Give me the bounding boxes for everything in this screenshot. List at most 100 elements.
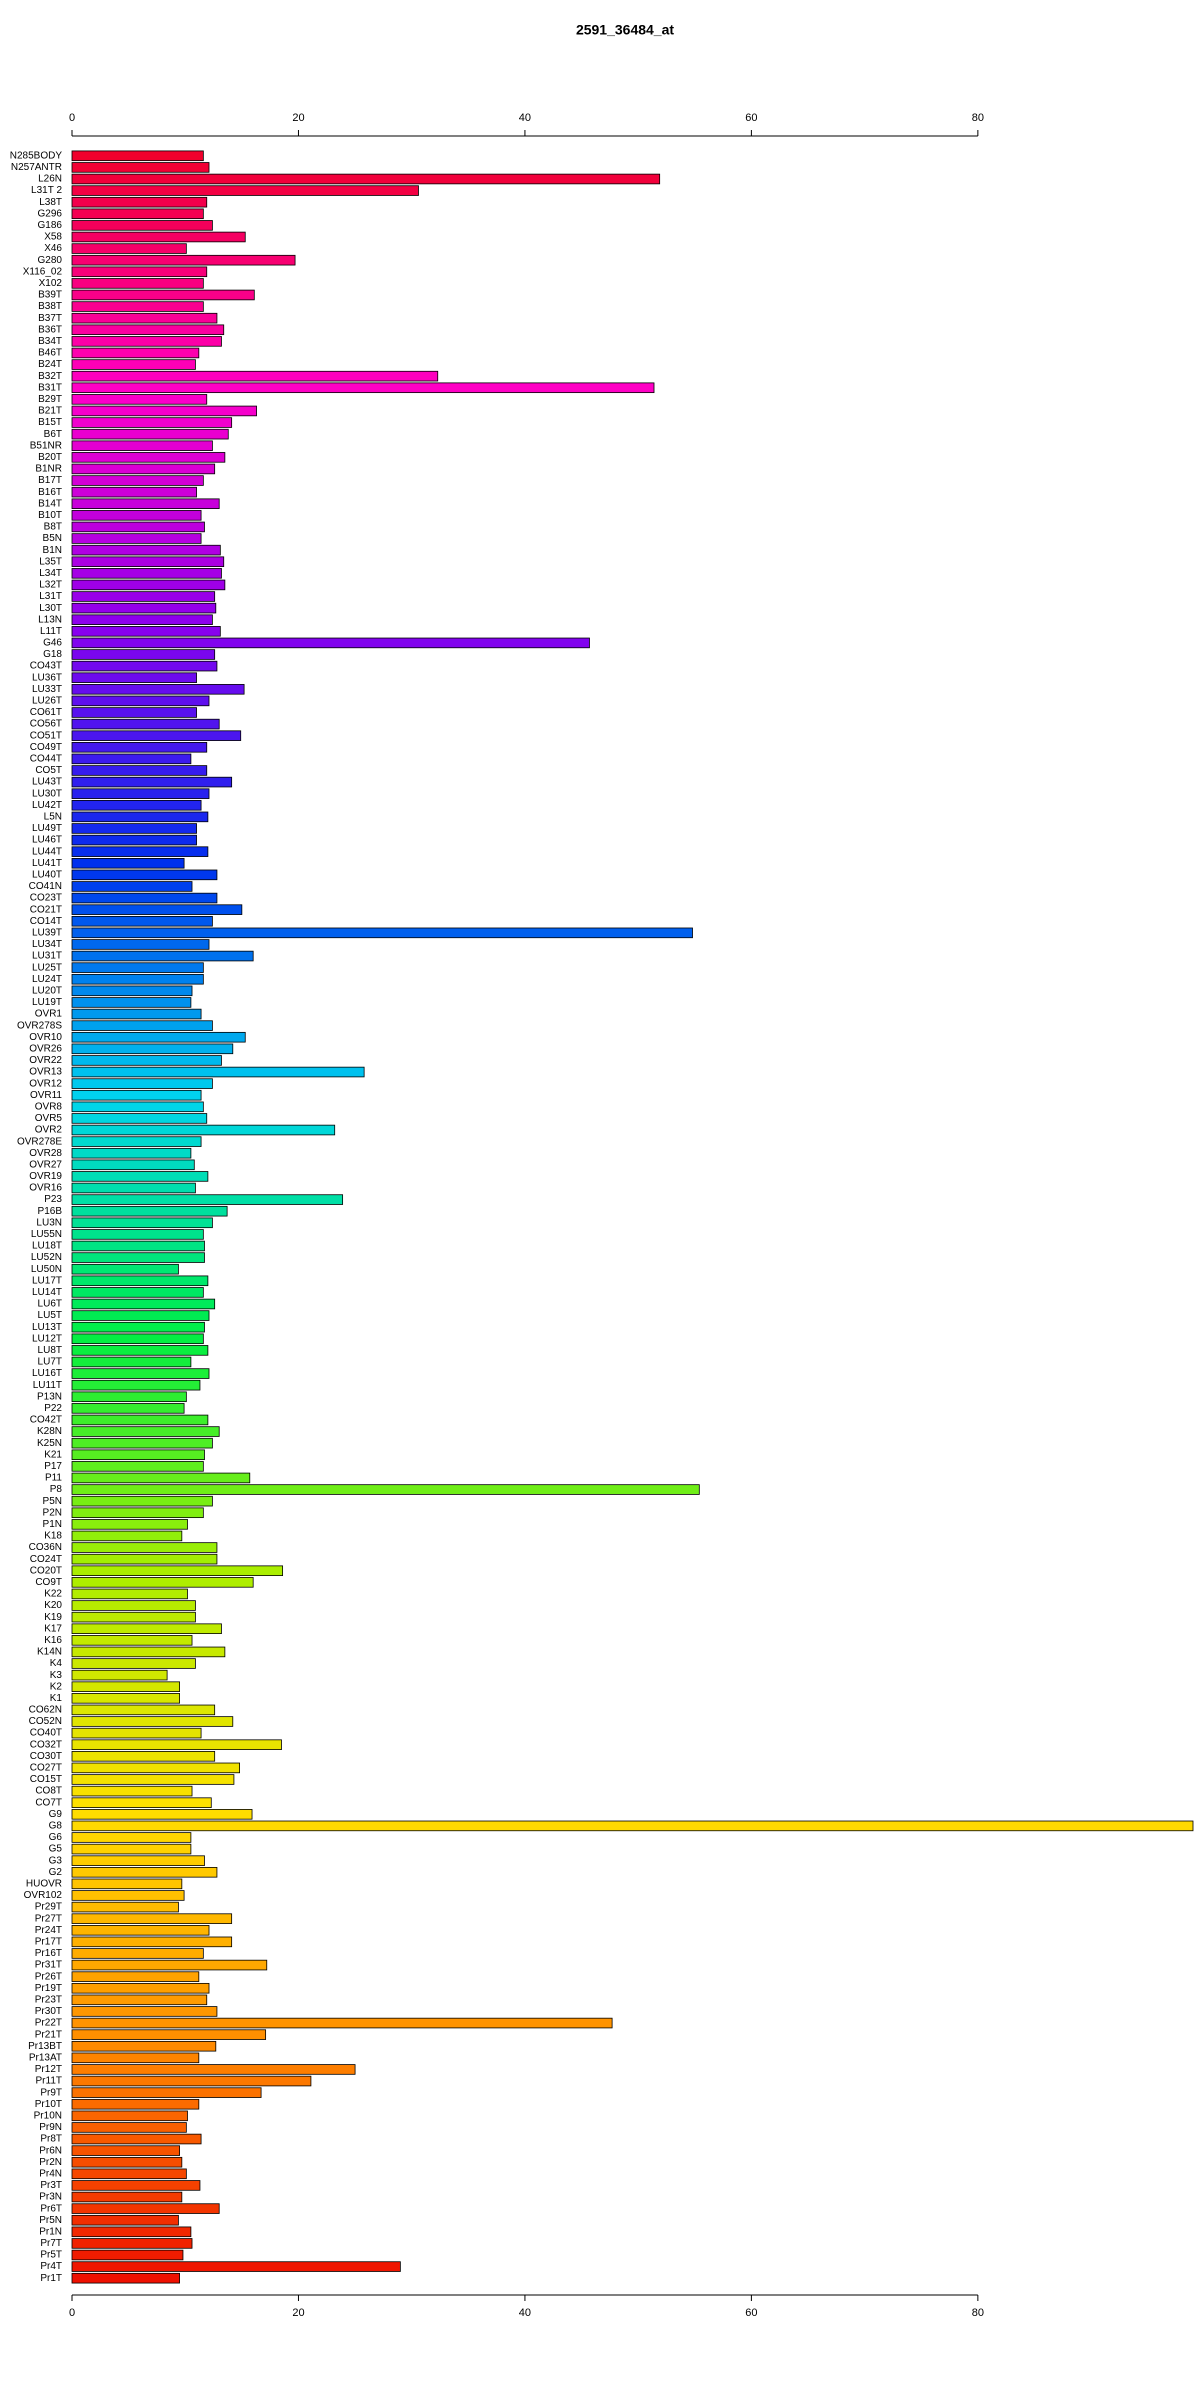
y-tick-label: K17 [44, 1623, 62, 1634]
bar [71, 1252, 205, 1263]
y-tick-label: Pr2N [39, 2157, 62, 2168]
y-tick-label: LU42T [32, 800, 62, 811]
bar [71, 1588, 188, 1600]
y-tick-label: OVR278E [17, 1136, 62, 1147]
y-tick-label: L35T [39, 556, 62, 567]
y-tick-label: CO9T [35, 1577, 62, 1588]
y-tick-label: OVR10 [29, 1032, 62, 1043]
y-tick-label: Pr23T [35, 1994, 62, 2005]
bar [71, 1031, 246, 1043]
bar [71, 1774, 235, 1785]
bar [71, 301, 204, 312]
bar [71, 2145, 180, 2156]
bar [71, 1785, 193, 1797]
bar [71, 2168, 187, 2180]
y-tick-label: LU17T [32, 1275, 62, 1286]
bar [71, 1449, 205, 1461]
bar [71, 2272, 180, 2284]
bar [71, 266, 208, 278]
y-tick-label: Pr11T [36, 2076, 63, 2087]
y-tick-label: Pr31T [35, 1960, 62, 1971]
bar [71, 707, 197, 718]
y-tick-label: OVR13 [29, 1067, 62, 1078]
bar [71, 1159, 195, 1171]
y-tick-label: OVR19 [29, 1171, 62, 1182]
y-tick-label: LU46T [32, 835, 62, 846]
bar [71, 2029, 267, 2040]
bar [71, 2261, 401, 2272]
y-tick-label: LU6T [38, 1299, 62, 1310]
y-tick-label: G5 [49, 1844, 63, 1855]
bar [71, 1519, 188, 1530]
bar [71, 1553, 218, 1565]
bar [71, 1136, 202, 1147]
y-tick-label: K19 [44, 1612, 62, 1623]
y-tick-label: OVR28 [29, 1148, 62, 1159]
bar [71, 278, 204, 289]
y-tick-label: L34T [39, 568, 62, 579]
bar [71, 1681, 180, 1692]
bar [71, 753, 192, 765]
y-tick-label: Pr8T [40, 2134, 62, 2145]
bar [71, 915, 213, 927]
bar [71, 1971, 200, 1982]
bar [71, 1739, 282, 1750]
bar [71, 196, 208, 208]
y-tick-label: Pr16T [35, 1948, 62, 1959]
bar [71, 892, 218, 904]
x-tick-label: 0 [69, 2307, 75, 2319]
y-tick-label: B17T [38, 475, 62, 486]
y-tick-label: CO41N [29, 881, 62, 892]
y-tick-label: CO44T [30, 754, 62, 765]
y-tick-label: Pr17T [35, 1937, 62, 1948]
y-tick-label: CO43T [30, 661, 62, 672]
y-tick-label: Pr27T [35, 1913, 62, 1924]
y-tick-label: LU13T [32, 1322, 62, 1333]
bar [71, 475, 204, 486]
y-tick-label: B36T [38, 324, 62, 335]
bar [71, 1727, 202, 1739]
y-tick-label: LU36T [32, 672, 62, 683]
y-tick-label: LU34T [32, 939, 62, 950]
bar [71, 1507, 204, 1519]
bar [71, 486, 197, 498]
bar [71, 1426, 220, 1437]
bar [71, 637, 590, 649]
bar [71, 2122, 187, 2133]
bar [71, 1171, 209, 1182]
y-tick-label: CO51T [30, 730, 62, 741]
y-tick-label: HUOVR [26, 1879, 62, 1890]
bar [71, 243, 187, 254]
y-tick-label: LU16T [32, 1368, 62, 1379]
bar [71, 1623, 222, 1634]
y-tick-label: B34T [38, 336, 62, 347]
y-tick-label: LU11T [33, 1380, 62, 1391]
y-tick-label: LU43T [32, 777, 62, 788]
x-tick-label: 80 [972, 2307, 984, 2319]
y-tick-label: LU39T [32, 927, 62, 938]
y-tick-label: OVR12 [29, 1078, 62, 1089]
y-tick-label: X102 [39, 278, 63, 289]
y-tick-label: CO42T [30, 1415, 62, 1426]
y-tick-label: CO40T [30, 1728, 62, 1739]
bar [71, 1391, 187, 1403]
y-tick-label: X46 [44, 243, 62, 254]
y-tick-label: Pr21T [35, 2029, 62, 2040]
bar [71, 162, 210, 173]
y-tick-label: G186 [38, 220, 63, 231]
y-tick-label: P8 [50, 1484, 63, 1495]
y-tick-label: CO30T [30, 1751, 62, 1762]
y-tick-label: K25N [37, 1438, 62, 1449]
y-tick-label: X58 [44, 232, 62, 243]
bar [71, 2191, 183, 2203]
bar [71, 382, 655, 394]
y-tick-label: LU14T [32, 1287, 62, 1298]
bar [71, 1530, 183, 1542]
bar [71, 1484, 700, 1495]
y-tick-label: G280 [38, 255, 63, 266]
bar [71, 1008, 202, 1020]
bar [71, 1820, 1194, 1832]
bar [71, 695, 210, 707]
y-tick-label: LU31T [32, 951, 62, 962]
